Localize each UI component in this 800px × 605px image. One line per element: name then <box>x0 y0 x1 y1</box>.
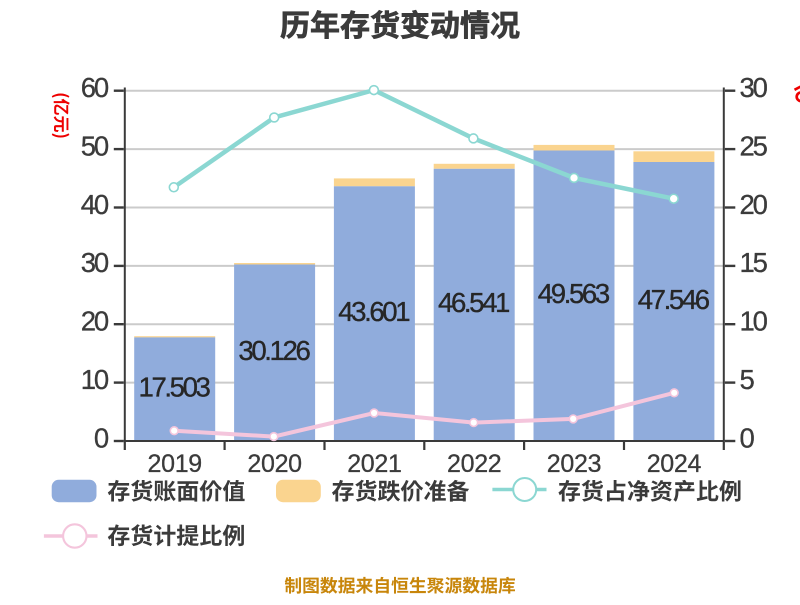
svg-text:50: 50 <box>81 130 109 161</box>
svg-text:10: 10 <box>740 306 768 337</box>
svg-text:30: 30 <box>81 247 109 278</box>
svg-text:2021: 2021 <box>347 450 401 478</box>
svg-text:60: 60 <box>81 72 109 103</box>
svg-text:43.601: 43.601 <box>338 296 409 327</box>
svg-text:20: 20 <box>81 306 109 337</box>
svg-text:10: 10 <box>81 364 109 395</box>
svg-text:47.546: 47.546 <box>638 284 710 315</box>
svg-text:2023: 2023 <box>547 450 601 478</box>
svg-text:17.503: 17.503 <box>139 371 211 402</box>
svg-text:2019: 2019 <box>147 450 201 478</box>
svg-text:30: 30 <box>740 72 768 103</box>
svg-text:2020: 2020 <box>247 450 301 478</box>
svg-text:15: 15 <box>740 247 768 278</box>
svg-text:30.126: 30.126 <box>238 335 310 366</box>
svg-text:20: 20 <box>740 189 768 220</box>
svg-text:40: 40 <box>81 189 109 220</box>
svg-text:2024: 2024 <box>647 450 702 478</box>
svg-text:2022: 2022 <box>447 450 501 478</box>
svg-text:0: 0 <box>740 422 755 453</box>
svg-text:0: 0 <box>94 422 109 453</box>
svg-text:25: 25 <box>740 130 768 161</box>
svg-text:5: 5 <box>740 364 755 395</box>
svg-text:46.541: 46.541 <box>438 287 509 318</box>
svg-text:49.563: 49.563 <box>538 278 610 309</box>
